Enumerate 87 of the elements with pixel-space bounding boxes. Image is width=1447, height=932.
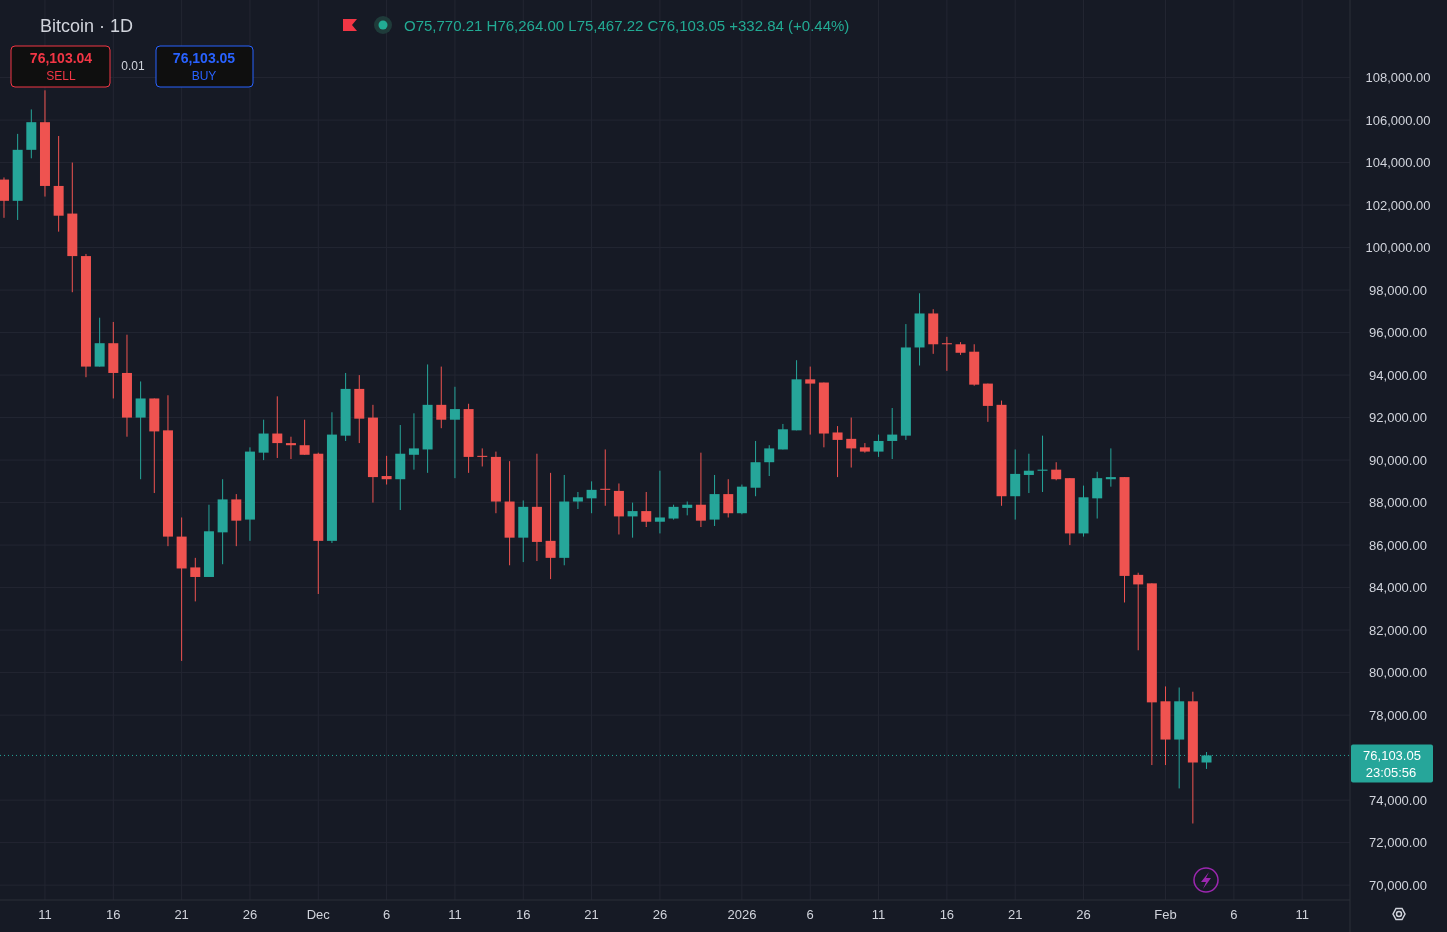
x-tick-label: 16 — [516, 907, 531, 922]
y-tick-label: 86,000.00 — [1369, 537, 1427, 553]
candlestick — [695, 452, 706, 528]
candlestick — [545, 472, 556, 580]
x-tick-label: 21 — [1007, 907, 1023, 922]
candlestick — [846, 417, 857, 469]
candlestick — [436, 366, 447, 429]
candlestick — [449, 386, 460, 479]
candlestick — [641, 491, 652, 528]
candlestick — [887, 407, 898, 460]
x-tick-label: 6 — [382, 907, 391, 922]
y-tick-label: 104,000.00 — [1365, 155, 1431, 171]
annotation: 76,103.04 — [29, 50, 93, 66]
y-tick-label: 82,000.00 — [1369, 622, 1427, 638]
annotation: SELL — [46, 69, 76, 83]
x-tick-label: 21 — [174, 907, 189, 922]
x-tick-label: 11 — [871, 907, 886, 922]
y-tick-label: 108,000.00 — [1365, 70, 1431, 86]
x-tick-label: Dec — [306, 907, 331, 922]
candlestick — [723, 478, 734, 518]
candlestick — [654, 470, 665, 534]
candlestick — [408, 412, 419, 471]
y-tick-label: 106,000.00 — [1365, 112, 1431, 128]
candlestick — [600, 448, 611, 507]
y-tick-label: 100,000.00 — [1365, 240, 1431, 256]
y-tick-label: 78,000.00 — [1369, 707, 1427, 723]
candlestick — [941, 336, 952, 372]
candlestick — [1092, 471, 1103, 520]
y-tick-label: 98,000.00 — [1369, 282, 1427, 298]
y-tick-label: 72,000.00 — [1369, 835, 1427, 851]
candlestick — [94, 317, 105, 368]
candlestick — [873, 434, 884, 458]
candlestick — [285, 436, 296, 460]
x-tick-label: 11 — [448, 907, 462, 922]
x-tick-label: 11 — [38, 907, 52, 922]
x-tick-label: 6 — [1230, 907, 1238, 922]
candlestick — [982, 383, 993, 423]
x-tick-label: 21 — [584, 907, 599, 922]
annotation: BUY — [191, 69, 217, 83]
x-tick-label: 2026 — [727, 907, 757, 922]
y-tick-label: 88,000.00 — [1369, 495, 1427, 511]
candlestick — [586, 480, 597, 514]
candlestick — [477, 447, 488, 467]
x-tick-label: Feb — [1154, 907, 1177, 922]
y-tick-label: 94,000.00 — [1369, 367, 1427, 383]
ref-line-label: 76,103.05 — [1363, 747, 1421, 763]
candlestick — [381, 455, 392, 486]
y-tick-label: 80,000.00 — [1369, 665, 1427, 681]
candlestick — [1105, 447, 1116, 488]
text: 23:05:56 — [1365, 764, 1417, 780]
candlestick — [572, 491, 583, 510]
candlestick — [1010, 448, 1021, 521]
x-tick-label: 11 — [1295, 907, 1309, 922]
candlestick — [1023, 453, 1034, 494]
candlestick — [272, 395, 283, 459]
y-tick-label: 74,000.00 — [1369, 792, 1427, 808]
y-tick-label: 84,000.00 — [1369, 580, 1427, 596]
x-tick-label: 26 — [652, 907, 668, 922]
candlestick — [135, 380, 146, 480]
annotation: 76,103.05 — [172, 50, 236, 66]
y-tick-label: 90,000.00 — [1369, 452, 1427, 468]
x-tick-label: 6 — [806, 907, 814, 922]
candlestick — [299, 419, 310, 456]
candlestick — [1133, 572, 1144, 651]
candlestick — [832, 425, 843, 478]
candlestick — [1051, 461, 1062, 481]
text: Bitcoin · 1D — [40, 16, 134, 36]
candlestick — [805, 366, 816, 436]
candlestick — [258, 419, 269, 461]
candlestick — [0, 176, 9, 219]
y-tick-label: 70,000.00 — [1369, 877, 1427, 893]
candlestick — [1037, 435, 1048, 493]
candlestick — [627, 502, 638, 539]
y-tick-label: 96,000.00 — [1369, 325, 1427, 341]
x-tick-label: 26 — [1076, 907, 1091, 922]
candlestick — [231, 493, 242, 547]
y-tick-label: 92,000.00 — [1369, 410, 1427, 426]
candlestick — [859, 442, 870, 454]
annotation: O75,770.21 H76,264.00 L75,467.22 C76,103.05 +332.84 (+0.44%) — [404, 17, 850, 34]
y-tick-label: 102,000.00 — [1365, 197, 1431, 213]
x-tick-label: 26 — [242, 907, 258, 922]
annotation: 0.01 — [121, 59, 145, 73]
candlestick — [777, 423, 788, 450]
x-tick-label: 16 — [939, 907, 955, 922]
candlestick — [764, 444, 775, 477]
x-tick-label: 16 — [106, 907, 121, 922]
candlestick — [190, 557, 201, 602]
